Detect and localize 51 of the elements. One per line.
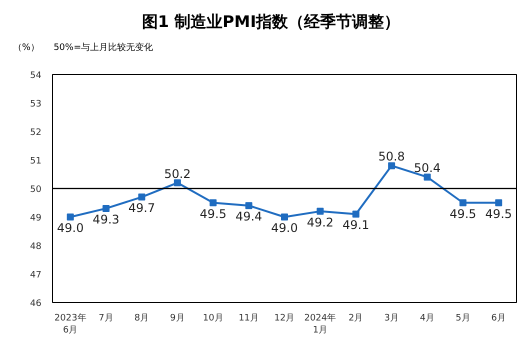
x-tick-label: 8月 xyxy=(134,314,150,324)
x-tick-label: 4月 xyxy=(420,314,435,324)
point xyxy=(210,199,217,206)
x-tick-label: 2024年 1月 xyxy=(304,312,336,336)
y-tick-label: 48 xyxy=(30,242,42,252)
point xyxy=(281,214,288,220)
data-label: 49.4 xyxy=(235,210,262,224)
y-tick-label: 53 xyxy=(30,100,42,110)
point xyxy=(102,204,110,212)
data-label: 49.7 xyxy=(128,201,156,216)
data-label: 49.1 xyxy=(342,218,370,232)
point xyxy=(424,174,431,181)
x-tick-label: 9月 xyxy=(170,314,185,324)
point xyxy=(388,162,396,170)
x-tick-label: 7月 xyxy=(98,314,114,324)
point xyxy=(66,214,74,220)
y-tick-label: 47 xyxy=(30,270,42,280)
point xyxy=(245,202,252,210)
data-label: 49.0 xyxy=(56,221,84,235)
x-tick-label: 12月 xyxy=(274,314,295,324)
text: 50%=与上月比较无变化 xyxy=(54,43,154,53)
point xyxy=(138,194,146,201)
point xyxy=(495,199,502,206)
data-label: 49.5 xyxy=(200,206,226,221)
x-tick-label: 3月 xyxy=(384,314,399,324)
x-tick-label: 6月 xyxy=(491,314,506,324)
data-label: 50.8 xyxy=(378,150,405,164)
x-tick-label: 2023年 6月 xyxy=(54,312,86,336)
y-tick-label: 54 xyxy=(30,71,42,81)
y-tick-label: 51 xyxy=(30,156,42,166)
data-label: 49.2 xyxy=(306,215,334,230)
point xyxy=(459,199,466,206)
data-label: 49.5 xyxy=(485,206,512,221)
y-tick-label: 50 xyxy=(30,185,42,195)
y-tick-label: 46 xyxy=(30,299,42,309)
data-label: 49.0 xyxy=(271,221,298,235)
y-tick-label: 52 xyxy=(30,128,42,138)
data-label: 49.5 xyxy=(450,206,476,221)
x-tick-label: 5月 xyxy=(456,314,470,324)
point xyxy=(352,210,360,218)
chart-title: 图1 制造业PMI指数（经季节调整） xyxy=(140,11,402,33)
data-label: 50.4 xyxy=(414,161,441,176)
point xyxy=(174,179,181,186)
x-tick-label: 2月 xyxy=(348,314,364,324)
x-tick-label: 11月 xyxy=(238,314,260,324)
y-tick-label: 49 xyxy=(30,214,42,224)
point xyxy=(316,208,324,215)
data-label: 50.2 xyxy=(164,166,191,181)
y-axis-title: （%） xyxy=(13,43,40,53)
x-tick-label: 10月 xyxy=(202,314,224,324)
data-label: 49.3 xyxy=(92,212,120,226)
